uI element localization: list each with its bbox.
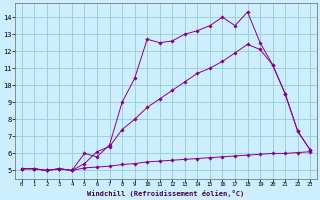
X-axis label: Windchill (Refroidissement éolien,°C): Windchill (Refroidissement éolien,°C) <box>87 190 244 197</box>
